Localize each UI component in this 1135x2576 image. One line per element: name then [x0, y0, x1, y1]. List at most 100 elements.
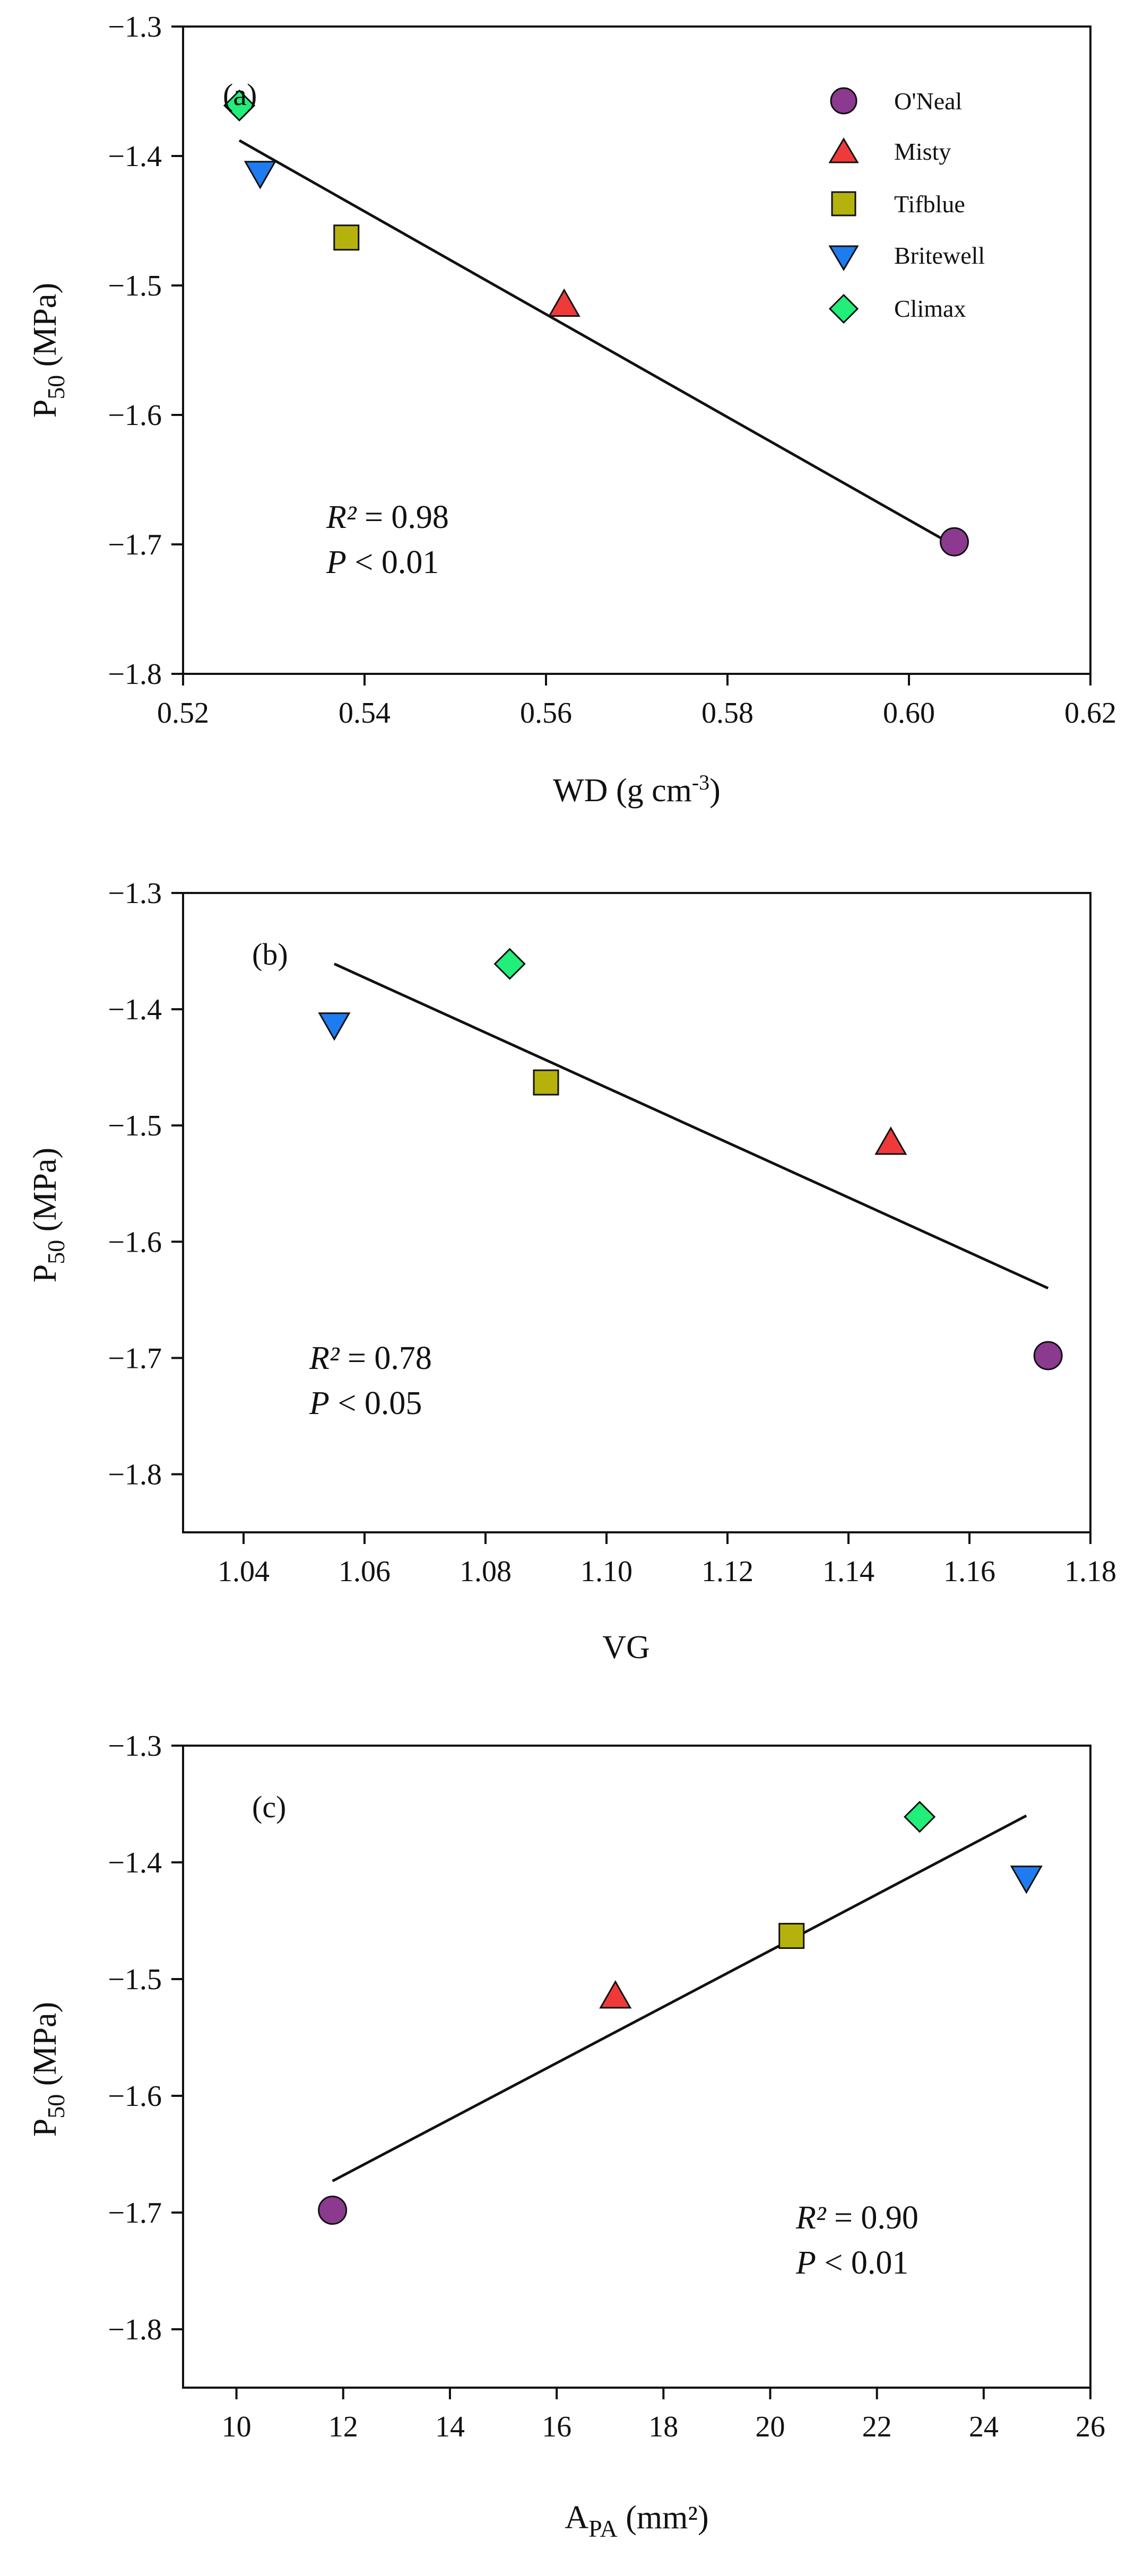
panel-a-fit-line: [238, 139, 955, 547]
panel-c-point-misty: [599, 1980, 632, 2009]
legend-label-britewell: Britewell: [894, 242, 985, 269]
panel-b-xtick-label: 1.16: [943, 1555, 995, 1588]
panel-c-label: (c): [252, 1790, 286, 1824]
legend-marker-climax: [828, 293, 859, 324]
panel-a-label: (a): [223, 77, 257, 112]
panel-c-point-britewell: [1010, 1866, 1043, 1894]
panel-b-point-britewell: [318, 1012, 351, 1041]
panel-c-points: [318, 1801, 1043, 2225]
panel-b-ytick-label: −1.5: [108, 1109, 162, 1142]
panel-a-ylabel: P50 (MPa): [27, 283, 70, 418]
panel-c-point-oneal: [318, 2196, 348, 2225]
panel-a-point-tifblue: [333, 224, 360, 251]
panel-c-ytick-label: −1.4: [108, 1846, 162, 1879]
panel-a-xlabel: WD (g cm-3): [553, 770, 721, 809]
legend-item-climax: Climax: [828, 293, 966, 324]
panel-c-ylabel: P50 (MPa): [27, 2002, 70, 2137]
panel-b-point-climax: [493, 948, 526, 980]
panel-a-ytick-label: −1.8: [108, 658, 162, 691]
panel-c-xtick-label: 16: [542, 2410, 571, 2443]
panel-c-xtick-label: 14: [435, 2410, 465, 2443]
panel-b-point-misty: [874, 1126, 907, 1155]
panel-b-r2: R² = 0.78: [309, 1340, 432, 1376]
panel-c-ytick-label: −1.5: [108, 1963, 162, 1996]
panel-c-p: P < 0.01: [795, 2245, 908, 2281]
panel-c-xtick-label: 10: [222, 2410, 252, 2443]
panel-a-ytick-label: −1.6: [108, 399, 162, 432]
legend-marker-oneal: [830, 87, 857, 115]
legend-label-climax: Climax: [894, 295, 966, 322]
panel-b-fit-line: [333, 962, 1049, 1290]
panel-a-ytick-label: −1.3: [108, 11, 162, 44]
legend-marker-misty: [828, 137, 859, 163]
legend-label-tifblue: Tifblue: [894, 190, 965, 218]
panel-b-xlabel: VG: [602, 1629, 650, 1666]
panel-a-xtick-label: 0.56: [520, 697, 572, 730]
legend-item-tifblue: Tifblue: [831, 190, 965, 218]
panel-c-ytick-label: −1.3: [108, 1730, 162, 1763]
panel-c-r2: R² = 0.90: [795, 2200, 919, 2236]
legend-marker-tifblue: [831, 191, 856, 216]
panel-c-xtick-label: 18: [648, 2410, 678, 2443]
legend-label-oneal: O'Neal: [894, 88, 962, 115]
legend-item-misty: Misty: [828, 137, 951, 165]
panel-b-points: [318, 948, 1063, 1371]
panel-c-fit-line: [332, 1814, 1027, 2182]
panel-a-ytick-label: −1.5: [108, 270, 162, 302]
panel-a: 0.52 0.54 0.56 0.58 0.60 0.62 −1.3 −1.4 −1.5 −1.6…: [27, 11, 1116, 809]
panel-b-point-tifblue: [533, 1069, 559, 1096]
panel-a-points: [223, 89, 969, 557]
panel-a-xtick-label: 0.52: [157, 697, 209, 730]
panel-c-xtick-label: 24: [969, 2410, 999, 2443]
panel-a-xtick-label: 0.58: [701, 697, 753, 730]
panel-a-ytick-label: −1.4: [108, 140, 162, 173]
panel-a-p: P < 0.01: [326, 544, 439, 580]
panel-b-xtick-label: 1.08: [460, 1555, 512, 1588]
panel-c-xtick-label: 22: [862, 2410, 892, 2443]
legend-marker-britewell: [828, 245, 859, 271]
panel-b-xtick-label: 1.06: [339, 1555, 391, 1588]
legend-item-britewell: Britewell: [828, 242, 985, 271]
panel-a-point-britewell: [244, 161, 276, 189]
panel-b-label: (b): [252, 937, 288, 972]
legend: O'Neal Misty Tifblue Britewell Climax: [828, 87, 985, 324]
panel-b-ytick-label: −1.8: [108, 1458, 162, 1491]
panel-b-ytick-label: −1.7: [108, 1342, 162, 1375]
panel-a-point-climax: [223, 89, 256, 122]
panel-a-ticks: 0.52 0.54 0.56 0.58 0.60 0.62 −1.3 −1.4 −1.5 −1.6…: [108, 11, 1116, 730]
panel-b-xtick-label: 1.10: [581, 1555, 633, 1588]
panel-c-frame: [182, 1745, 1091, 2389]
panel-b-xtick-label: 1.12: [701, 1555, 753, 1588]
panel-b-xtick-label: 1.14: [822, 1555, 874, 1588]
panel-c-ytick-label: −1.8: [108, 2313, 162, 2346]
panel-b: 1.04 1.06 1.08 1.10 1.12 1.14 1.16 1.18 −1.3 −1.4…: [27, 877, 1116, 1666]
panel-c-xtick-label: 12: [328, 2410, 358, 2443]
legend-item-oneal: O'Neal: [830, 87, 962, 115]
panel-c-ticks: 10 12 14 16 18 20 22 24 26 −1.3 −1.4 −1.5 −1.6 −1.7 −1…: [108, 1730, 1105, 2443]
legend-label-misty: Misty: [894, 138, 951, 165]
panel-b-ytick-label: −1.3: [108, 877, 162, 910]
panel-c-xlabel: APA (mm²): [565, 2500, 708, 2542]
panel-c-xtick-label: 20: [755, 2410, 785, 2443]
panel-c: 10 12 14 16 18 20 22 24 26 −1.3 −1.4 −1.5 −1.6 −1.7 −1…: [27, 1730, 1105, 2542]
panel-c-point-climax: [903, 1801, 936, 1833]
panel-c-point-tifblue: [778, 1923, 805, 1949]
panel-b-ylabel: P50 (MPa): [27, 1148, 70, 1282]
panel-b-point-oneal: [1033, 1341, 1063, 1371]
panel-c-xtick-label: 26: [1076, 2410, 1105, 2443]
panel-a-xtick-label: 0.54: [339, 697, 391, 730]
panel-a-point-oneal: [940, 527, 969, 557]
panel-a-frame: [182, 25, 1091, 675]
panel-a-xtick-label: 0.60: [883, 697, 935, 730]
panel-b-ytick-label: −1.4: [108, 993, 162, 1026]
panel-c-ytick-label: −1.7: [108, 2197, 162, 2230]
panel-b-xtick-label: 1.18: [1064, 1555, 1116, 1588]
panel-a-xtick-label: 0.62: [1064, 697, 1116, 730]
panel-c-ytick-label: −1.6: [108, 2080, 162, 2113]
panel-a-point-misty: [548, 288, 581, 317]
panel-b-ticks: 1.04 1.06 1.08 1.10 1.12 1.14 1.16 1.18 −1.3 −1.4…: [108, 877, 1116, 1588]
panel-b-frame: [182, 892, 1091, 1533]
panel-a-r2: R² = 0.98: [326, 499, 449, 535]
panel-b-xtick-label: 1.04: [218, 1555, 270, 1588]
